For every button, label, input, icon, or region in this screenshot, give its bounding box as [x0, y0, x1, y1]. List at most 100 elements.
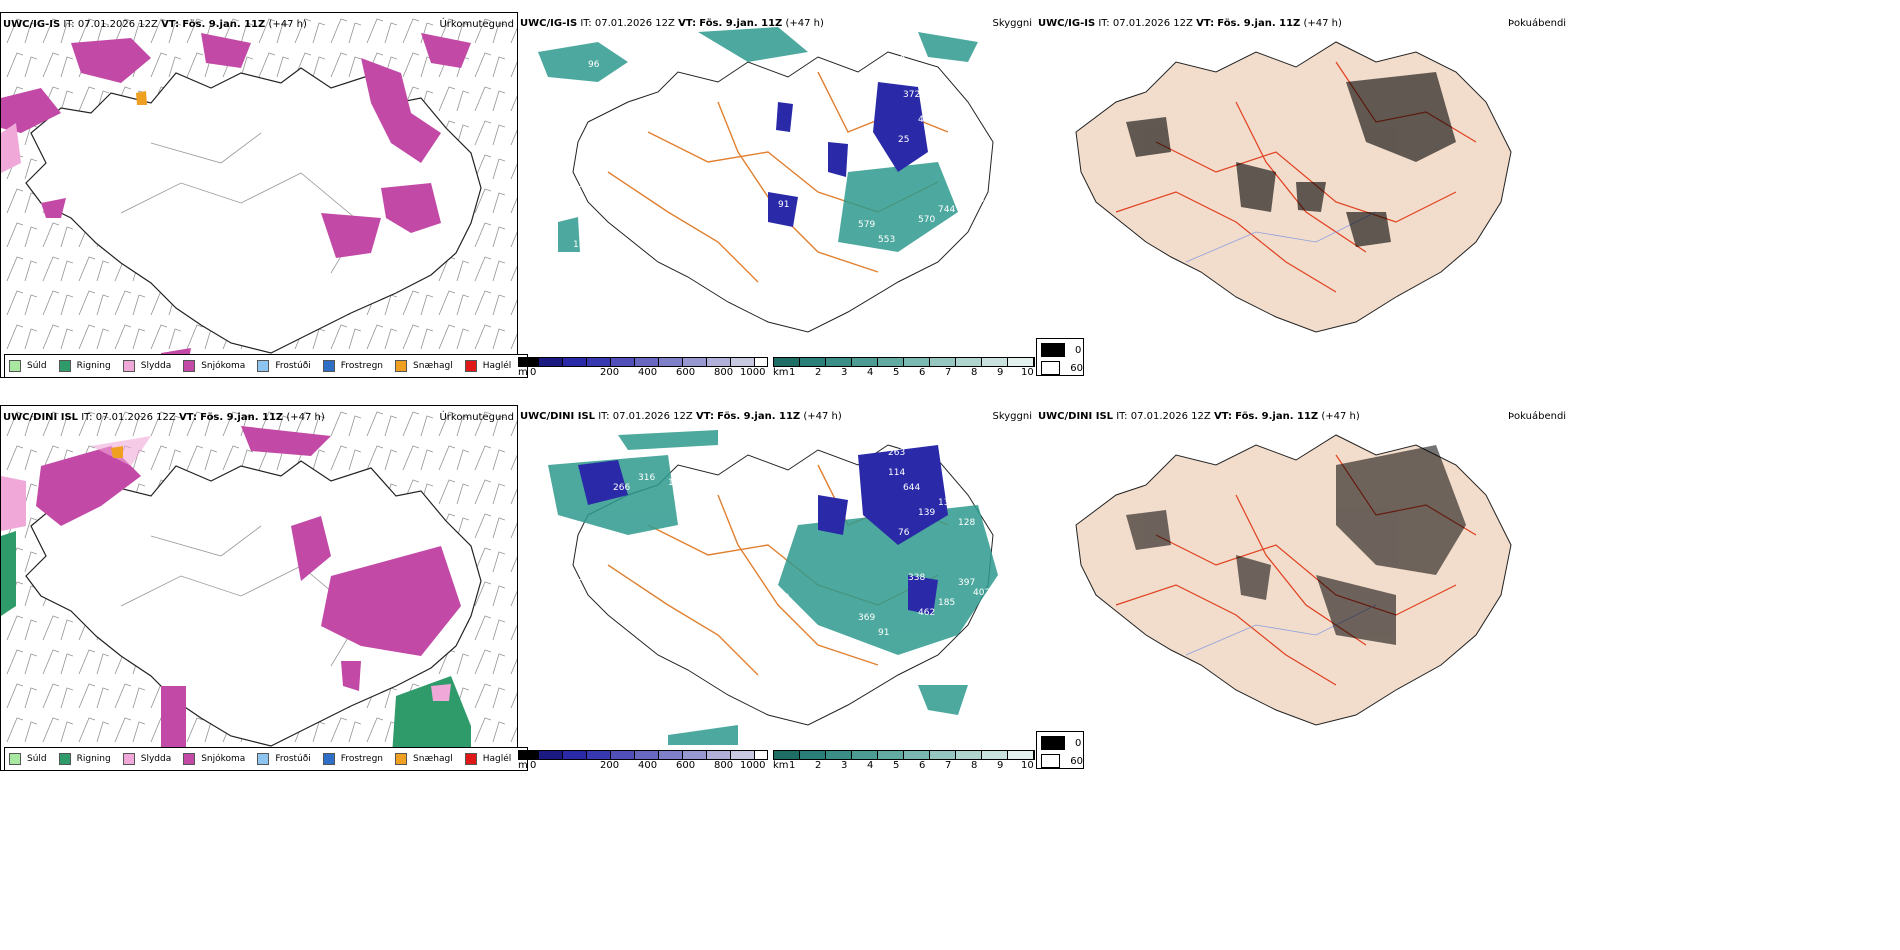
- legend-label: Rigning: [76, 361, 111, 371]
- legend-label: Snjókoma: [201, 754, 246, 764]
- legend-swatch: [257, 360, 270, 372]
- legend-swatch: [395, 360, 408, 372]
- legend-swatch: [183, 360, 196, 372]
- variable-name: Úrkomutegund: [439, 412, 514, 423]
- legend-label: Slydda: [140, 361, 172, 371]
- legend-item: Frostregn: [322, 753, 384, 765]
- legend-swatch: [322, 753, 335, 765]
- header-bottom-precip: UWC/DINI ISL IT: 07.01.2026 12Z VT: Fös.…: [3, 412, 325, 423]
- header-top-visibility: UWC/IG-IS IT: 07.01.2026 12Z VT: Fös. 9.…: [520, 18, 824, 29]
- visibility-map-top: 96 28037247160446725915795535707442534139…: [538, 27, 994, 333]
- legend-label: Frostregn: [340, 754, 384, 764]
- visibility-value-label: 76: [898, 528, 910, 538]
- visibility-value-label: 116: [668, 478, 685, 488]
- visibility-value-label: 644: [903, 483, 920, 493]
- visibility-value-label: 82: [778, 593, 789, 603]
- header-bottom-fog: UWC/DINI ISL IT: 07.01.2026 12Z VT: Fös.…: [1038, 411, 1360, 422]
- visibility-value-label: 128: [958, 518, 975, 528]
- legend-label: Snæhagl: [413, 361, 453, 371]
- precip-map-top: [1, 13, 517, 377]
- fog-colorbox-bottom: 0 60: [1036, 731, 1084, 769]
- model-name: UWC/IG-IS: [3, 19, 61, 30]
- header-bottom-visibility: UWC/DINI ISL IT: 07.01.2026 12Z VT: Fös.…: [520, 411, 842, 422]
- variable-name: Skyggni: [992, 18, 1032, 29]
- legend-item: Frostregn: [322, 360, 384, 372]
- legend-label: Rigning: [76, 754, 111, 764]
- visibility-value-label: 138: [938, 498, 955, 508]
- legend-item: Slydda: [122, 753, 172, 765]
- header-top-precip: UWC/IG-IS IT: 07.01.2026 12Z VT: Fös. 9.…: [3, 19, 307, 30]
- legend-swatch: [464, 753, 477, 765]
- visibility-colorbar-top: km 1 2 3 4 5 6 7 8 9 10: [773, 357, 1035, 387]
- fog-panel-bottom: UWC/DINI ISL IT: 07.01.2026 12Z VT: Fös.…: [1036, 405, 1900, 771]
- visibility-unit: km: [773, 367, 789, 378]
- visibility-value-label: 372: [903, 90, 920, 100]
- visibility-value-label: 316: [638, 473, 655, 483]
- legend-item: Frostúði: [257, 753, 311, 765]
- legend-swatch: [122, 360, 135, 372]
- visibility-value-label: 114: [888, 468, 905, 478]
- visibility-value-label: 139: [918, 508, 935, 518]
- visibility-value-label: 25: [958, 185, 969, 195]
- visibility-value-label: 467: [958, 125, 975, 135]
- variable-name: Úrkomutegund: [439, 19, 514, 30]
- visibility-value-label: 266: [613, 483, 630, 493]
- visibility-panel-top: 96 280 372 471 604 467 25 91 579 553 570 744 25 34 139…: [518, 12, 1036, 378]
- precip-legend-top: Súld Rigning Slydda Snjókoma Frostúði Frostre…: [4, 354, 529, 378]
- fog-colorbox-top: 0 60: [1036, 338, 1084, 376]
- legend-label: Súld: [27, 361, 47, 371]
- visibility-value-label: 579: [858, 220, 875, 230]
- legend-swatch: [58, 360, 71, 372]
- visibility-value-label: 369: [858, 613, 875, 623]
- visibility-value-label: 139: [573, 240, 590, 250]
- legend-swatch: [9, 360, 21, 372]
- legend-label: Slydda: [140, 754, 172, 764]
- visibility-value-label: 91: [778, 200, 789, 210]
- precip-legend-bottom: Súld Rigning Slydda Snjókoma Frostúði Frostre…: [4, 747, 529, 771]
- legend-swatch: [122, 753, 135, 765]
- visibility-value-label: 156: [578, 573, 595, 583]
- legend-item: Haglél: [464, 753, 511, 765]
- visibility-value-label: 96: [588, 60, 600, 70]
- legend-swatch: [58, 753, 71, 765]
- legend-item: Súld: [9, 360, 47, 372]
- visibility-value-label: 25: [898, 135, 909, 145]
- legend-label: Frostregn: [340, 361, 384, 371]
- visibility-value-label: 462: [918, 608, 935, 618]
- legend-label: Frostúði: [275, 361, 311, 371]
- legend-swatch: [322, 360, 335, 372]
- legend-swatch: [257, 753, 270, 765]
- legend-item: Rigning: [58, 753, 111, 765]
- precip-map-bottom: [1, 406, 517, 770]
- fog-panel-top: UWC/IG-IS IT: 07.01.2026 12Z VT: Fös. 9.…: [1036, 12, 1900, 378]
- legend-item: Snjókoma: [183, 360, 245, 372]
- visibility-value-label: 553: [878, 235, 895, 245]
- legend-label: Frostúði: [275, 754, 311, 764]
- visibility-value-label: 402: [973, 588, 990, 598]
- visibility-value-label: 34: [973, 195, 985, 205]
- visibility-value-label: 209: [588, 453, 605, 463]
- visibility-colorbar-bottom: km 1 2 3 4 5 6 7 8 9 10: [773, 750, 1035, 780]
- fog-map-top: [1075, 41, 1512, 333]
- ceiling-colorbar-top: m 0 200 400 600 800 1000: [518, 357, 768, 387]
- legend-item: Haglél: [464, 360, 512, 372]
- legend-label: Snæhagl: [413, 754, 453, 764]
- legend-label: Snjókoma: [201, 361, 246, 371]
- legend-label: Súld: [27, 754, 47, 764]
- visibility-panel-bottom: 209 263 644 139 138 128 76 82 369 91 462 185 397 402 3…: [518, 405, 1036, 771]
- variable-name: Þokuábendi: [1508, 411, 1567, 422]
- fog-map-bottom: [1075, 434, 1512, 726]
- legend-item: Slydda: [122, 360, 172, 372]
- visibility-value-label: 604: [938, 105, 955, 115]
- legend-swatch: [183, 753, 196, 765]
- variable-name: Þokuábendi: [1508, 18, 1567, 29]
- visibility-value-label: 397: [958, 578, 975, 588]
- visibility-value-label: 13: [578, 180, 589, 190]
- legend-item: Frostúði: [257, 360, 311, 372]
- legend-label: Haglél: [482, 361, 512, 371]
- legend-swatch: [9, 753, 21, 765]
- legend-item: Snjókoma: [183, 753, 245, 765]
- precip-panel-top: UWC/IG-IS IT: 07.01.2026 12Z VT: Fös. 9.…: [0, 12, 529, 378]
- precip-panel-bottom: UWC/DINI ISL IT: 07.01.2026 12Z VT: Fös.…: [0, 405, 529, 771]
